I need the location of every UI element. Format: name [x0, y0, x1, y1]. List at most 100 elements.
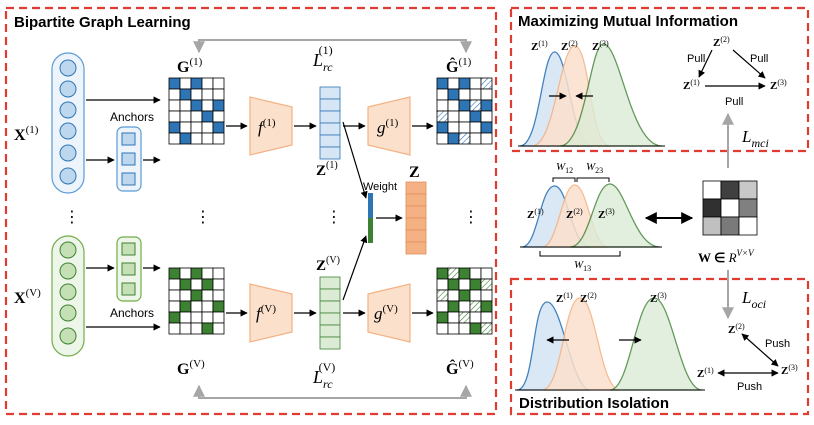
embedding-cell: [319, 276, 341, 290]
z1-embedding: [319, 86, 341, 160]
matrix-cell: [458, 267, 471, 280]
matrix-cell: [179, 77, 192, 90]
mmi-pull-edge-12: [698, 49, 713, 78]
matrix-cell: [480, 121, 493, 134]
fv-label: f(V): [256, 303, 276, 323]
matrix-cell: [480, 289, 493, 302]
matrix-cell: [436, 322, 449, 335]
mmi-tri-z1: Z(1): [683, 78, 700, 92]
ghv-label: Ĝ(V): [446, 358, 474, 378]
matrix-cell: [447, 110, 460, 123]
embedding-cell: [319, 110, 341, 124]
w-similarity-matrix: [702, 180, 758, 236]
mmi-tri-z2: Z(2): [713, 35, 730, 49]
mmi-z2-label: Z(2): [561, 39, 578, 53]
matrix-cell: [212, 278, 225, 291]
weight-label: Weight: [363, 181, 397, 193]
z1-label: Z(1): [316, 160, 338, 179]
mmi-tri-z3: Z(3): [770, 78, 787, 92]
w-matrix-cell: [720, 216, 740, 236]
matrix-cell: [458, 322, 471, 335]
matrix-cell: [190, 77, 203, 90]
matrix-cell: [212, 267, 225, 280]
di-push-bottom: Push: [737, 381, 762, 393]
z-fused-label: Z: [409, 164, 420, 181]
matrix-cell: [168, 322, 181, 335]
matrix-cell: [179, 289, 192, 302]
matrix-cell: [190, 267, 203, 280]
w-matrix-cell: [738, 198, 758, 218]
mmi-panel-border: [509, 6, 810, 153]
w-matrix-cell: [720, 180, 740, 200]
gv-bipartite-matrix: [168, 267, 225, 335]
matrix-cell: [190, 132, 203, 145]
z-fused-embedding: [405, 181, 427, 255]
di-dist-z2: [541, 297, 621, 391]
embedding-cell: [319, 288, 341, 302]
matrix-cell: [201, 322, 214, 335]
matrix-cell: [447, 311, 460, 324]
arrow-zv-to-weight: [342, 235, 368, 301]
matrix-cell: [447, 88, 460, 101]
matrix-cell: [179, 278, 192, 291]
matrix-cell: [447, 278, 460, 291]
w-matrix-cell: [702, 198, 722, 218]
w23-brace: [576, 177, 610, 182]
matrix-cell: [179, 300, 192, 313]
xv-label: X(V): [14, 287, 41, 307]
matrix-cell: [458, 77, 471, 90]
matrix-cell: [201, 132, 214, 145]
matrix-cell: [436, 110, 449, 123]
embedding-cell: [319, 86, 341, 100]
gh1-label: Ĝ(1): [446, 56, 472, 76]
gh1-reconstructed-matrix: [436, 77, 493, 145]
di-tri-z2: Z(2): [728, 322, 745, 336]
matrix-cell: [469, 121, 482, 134]
weight-bar-view1: [368, 193, 373, 218]
matrix-cell: [436, 121, 449, 134]
w13-brace: [539, 251, 621, 257]
embedding-cell: [319, 300, 341, 314]
matrix-cell: [458, 311, 471, 324]
di-z2-label: Z(2): [580, 291, 597, 305]
matrix-cell: [436, 278, 449, 291]
top-reconstruction-loop: [193, 39, 472, 54]
matrix-cell: [212, 121, 225, 134]
matrix-cell: [190, 311, 203, 324]
embedding-cell: [319, 98, 341, 112]
gv-label: G(V): [177, 358, 205, 378]
lrcv-label: Lrc(V): [312, 360, 335, 391]
di-z3-label: Z(3): [650, 291, 667, 305]
matrix-cell: [190, 88, 203, 101]
matrix-cell: [212, 110, 225, 123]
matrix-cell: [168, 88, 181, 101]
mmi-z1-label: Z(1): [531, 39, 548, 53]
matrix-cell: [168, 110, 181, 123]
gv-decoder: [367, 283, 411, 343]
lmci-label: Lmci: [741, 127, 769, 150]
matrix-cell: [458, 88, 471, 101]
matrix-cell: [168, 278, 181, 291]
matrix-cell: [458, 132, 471, 145]
embedding-cell: [319, 146, 341, 160]
matrix-cell: [469, 267, 482, 280]
matrix-cell: [469, 289, 482, 302]
matrix-cell: [447, 267, 460, 280]
di-tri-z1: Z(1): [697, 366, 714, 380]
matrix-cell: [436, 77, 449, 90]
matrix-cell: [201, 121, 214, 134]
mmi-pull-bottom: Pull: [725, 96, 743, 108]
mmi-pull-left: Pull: [687, 53, 705, 65]
matrix-cell: [480, 88, 493, 101]
matrix-cell: [458, 289, 471, 302]
ghv-reconstructed-matrix: [436, 267, 493, 335]
zv-label: Z(V): [316, 255, 340, 274]
di-z1-label: Z(1): [556, 291, 573, 305]
matrix-cell: [458, 121, 471, 134]
g1-decoder: [367, 96, 411, 156]
di-dist-z3: [609, 297, 703, 391]
matrix-cell: [168, 289, 181, 302]
matrix-cell: [480, 322, 493, 335]
